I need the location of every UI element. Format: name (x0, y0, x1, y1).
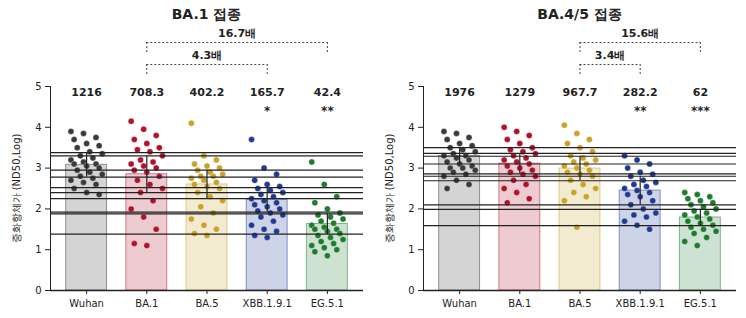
svg-text:967.7: 967.7 (563, 86, 598, 99)
svg-text:BA.5: BA.5 (195, 298, 218, 309)
svg-text:XBB.1.9.1: XBB.1.9.1 (616, 298, 665, 309)
svg-text:0: 0 (408, 285, 414, 296)
svg-text:16.7배: 16.7배 (218, 28, 256, 40)
svg-text:***: *** (691, 104, 711, 118)
svg-text:282.2: 282.2 (623, 86, 658, 99)
svg-text:1: 1 (35, 244, 41, 255)
svg-text:15.6배: 15.6배 (621, 28, 659, 40)
svg-text:**: ** (321, 104, 334, 118)
svg-text:**: ** (634, 104, 647, 118)
svg-text:4.3배: 4.3배 (192, 49, 223, 62)
svg-text:1279: 1279 (504, 86, 535, 99)
html-text:BA.4/5 접종: BA.4/5 접종 (537, 6, 622, 22)
svg-text:3.4배: 3.4배 (595, 49, 626, 62)
svg-text:42.4: 42.4 (314, 86, 341, 99)
svg-text:EG.5.1: EG.5.1 (684, 298, 717, 309)
svg-text:BA.1: BA.1 (135, 298, 158, 309)
svg-text:*: * (264, 104, 271, 118)
svg-text:4: 4 (408, 122, 414, 133)
svg-text:402.2: 402.2 (190, 86, 225, 99)
svg-text:1976: 1976 (444, 86, 475, 99)
svg-text:XBB.1.9.1: XBB.1.9.1 (243, 298, 292, 309)
svg-text:중화항체가 (ND50,Log): 중화항체가 (ND50,Log) (11, 133, 22, 243)
html-text:BA.1 접종: BA.1 접종 (171, 6, 242, 22)
svg-text:0: 0 (35, 285, 41, 296)
svg-text:62: 62 (693, 86, 708, 99)
svg-text:3: 3 (35, 162, 41, 173)
svg-text:1216: 1216 (71, 86, 102, 99)
svg-text:4: 4 (35, 122, 41, 133)
svg-text:2: 2 (35, 203, 41, 214)
svg-text:708.3: 708.3 (129, 86, 164, 99)
svg-text:2: 2 (408, 203, 414, 214)
svg-text:EG.5.1: EG.5.1 (311, 298, 344, 309)
svg-text:Wuhan: Wuhan (69, 298, 104, 309)
svg-text:3: 3 (408, 162, 414, 173)
svg-text:5: 5 (35, 81, 41, 92)
svg-text:중화항체가 (ND50,Log): 중화항체가 (ND50,Log) (384, 133, 395, 243)
svg-text:Wuhan: Wuhan (442, 298, 477, 309)
svg-text:BA.1: BA.1 (508, 298, 531, 309)
svg-text:165.7: 165.7 (250, 86, 285, 99)
svg-text:BA.5: BA.5 (568, 298, 591, 309)
svg-text:1: 1 (408, 244, 414, 255)
svg-text:5: 5 (408, 81, 414, 92)
